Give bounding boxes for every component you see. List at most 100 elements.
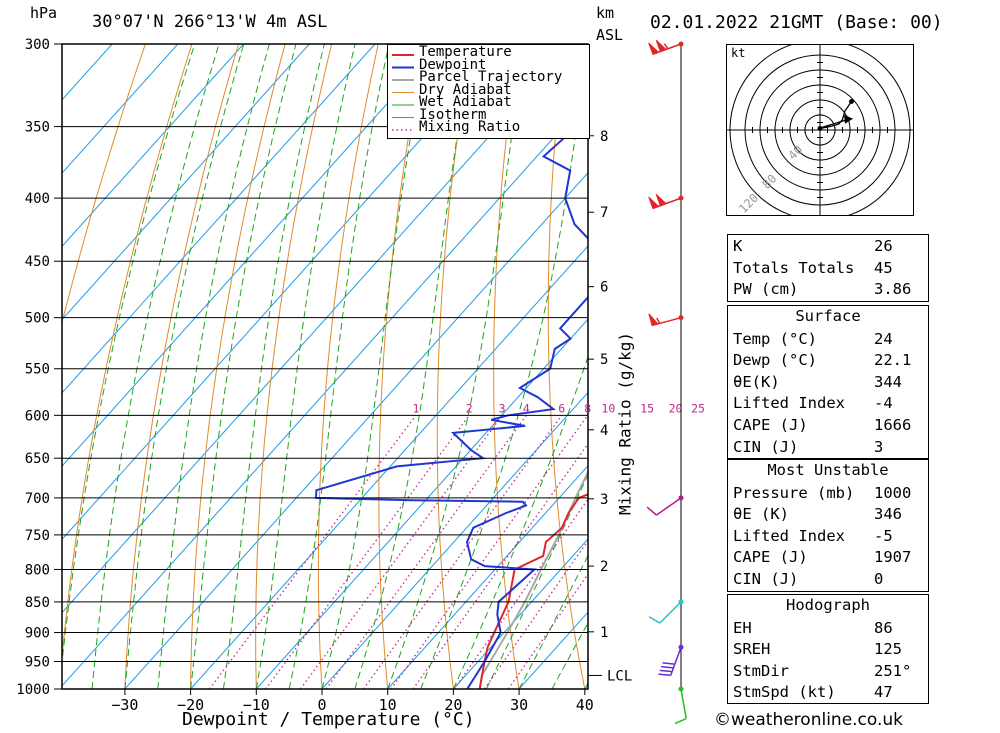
legend: Temperature Dewpoint Parcel Trajectory D… [387,44,590,139]
wind-barbs [646,39,687,725]
pressure-unit-label: hPa [30,4,58,22]
wind-barb-feather [648,616,661,624]
isotherm-line [255,318,588,689]
wind-barb-pennant [648,196,660,210]
surface-title: Surface [795,307,861,325]
surface-row: Temp (°C) 24 [733,329,893,348]
hodograph-unit: kt [731,46,745,60]
mixing-ratio-label: 10 [601,401,615,415]
hodograph-table: Hodograph EH 86 SREH 125 StmDir 251° StmSpd… [727,594,929,704]
mixing-ratio-label: 25 [691,401,705,415]
pressure-label: 650 [25,451,50,467]
mixing-ratio-line [208,414,417,689]
mixing-ratio-label: 6 [558,401,565,415]
location-label: 30°07'N 266°13'W 4m ASL [92,12,328,32]
wind-barb [646,495,684,516]
index-row: Totals Totals 45 [733,258,893,277]
hodo-row: StmSpd (kt) 47 [733,683,893,702]
isotherm-line [387,464,588,689]
mixing-ratio-line [325,414,527,689]
dewpoint-line [314,44,588,689]
wet-adiabat-line [452,355,588,689]
wet-adiabat-line [321,44,428,689]
pressure-label: 950 [25,655,50,671]
lcl-label: LCL [607,668,632,684]
wind-barb [648,194,684,210]
dry-adiabat-line [493,44,520,689]
wet-adiabat-line [124,44,245,689]
wet-adiabat-line [255,44,356,689]
mixing-ratio-axis-title: Mixing Ratio (g/kg) [615,331,635,516]
copyright-link[interactable]: ©weatheronline.co.uk [714,710,904,730]
wind-barb-feather [659,669,673,673]
surface-row: CIN (J) 3 [733,437,884,456]
indices-table: K 26 Totals Totals 45 PW (cm) 3.86 [727,234,929,302]
mixing-ratio-line [483,539,588,689]
pressure-label: 700 [25,491,50,507]
mu-row: Lifted Index -5 [733,526,893,545]
mixing-ratio-label: 2 [466,401,473,415]
wind-barb-pennant [648,42,660,55]
dry-adiabat-line [378,44,426,689]
wind-barb [658,644,684,677]
x-axis-title: Dewpoint / Temperature (°C) [182,709,475,730]
pressure-label: 850 [25,595,50,611]
surface-row: Dewp (°C) 22.1 [733,351,912,370]
km-label: 6 [600,280,608,296]
wind-barb-feather [674,717,687,725]
km-label: 2 [600,559,608,575]
mu-row: CIN (J) 0 [733,569,884,588]
datetime-label: 02.01.2022 21GMT (Base: 00) [650,12,943,33]
most-unstable-title: Most Unstable [767,461,889,479]
wind-barb [674,686,687,725]
wind-barb-feather [658,673,671,677]
wind-barb-half-feather [656,317,661,324]
pressure-label: 400 [25,191,50,207]
dry-adiabat-line [62,44,146,325]
pressure-label: 750 [25,528,50,544]
storm-motion-arrowhead [844,114,853,124]
wind-barb [648,313,684,327]
dry-adiabat-line [62,44,193,663]
mixing-ratio-line [390,414,588,689]
pressure-label: 800 [25,562,50,578]
background-lines [62,44,716,689]
isotherm-line [124,171,588,689]
hodo-row: EH 86 [733,618,893,637]
dry-adiabat-line [436,44,472,689]
isotherm-line [62,44,179,174]
wet-adiabat-line [62,44,196,668]
surface-row: Lifted Index -4 [733,394,893,413]
isotherm-line [453,538,588,689]
pressure-label: 600 [25,408,50,424]
mixing-ratio-label: 8 [584,401,591,415]
wind-barb-shaft [680,688,687,719]
isotherm-line [321,391,588,689]
surface-table: Surface Temp (°C) 24 Dewp (°C) 22.1 θE(K) 3… [727,305,929,459]
mixing-ratio-label: 20 [669,401,683,415]
isotherm-line [190,245,588,689]
legend-dewpoint: Dewpoint [419,56,487,73]
dry-adiabat-line [652,44,716,689]
legend-wet-adiabat: Wet Adiabat [419,94,512,110]
temperature-tick-label: 40 [576,696,594,714]
mu-row: Pressure (mb) 1000 [733,483,912,502]
plot-frame [61,43,589,690]
km-label: 1 [600,625,608,641]
wind-barb-shaft [655,497,682,516]
pressure-label: 1000 [16,682,50,698]
wet-adiabat-line [354,44,473,689]
mixing-ratio-labels: 1 2 3 4 6 8 10 15 20 25 [413,401,705,415]
pressure-label: 350 [25,120,50,136]
legend-parcel: Parcel Trajectory [419,69,563,85]
mixing-ratio-label: 3 [499,401,506,415]
index-row: K 26 [733,237,893,255]
wet-adiabat-line [91,44,220,689]
surface-row: θE(K) 344 [733,372,902,391]
temperature-tick-label: −10 [243,696,270,714]
dry-adiabat-line [124,44,239,689]
km-label: 7 [600,205,608,221]
wind-barb-feather [662,662,675,665]
legend-mixing-ratio: Mixing Ratio [419,119,521,135]
hodograph: kt 40 80 120 [726,44,914,216]
